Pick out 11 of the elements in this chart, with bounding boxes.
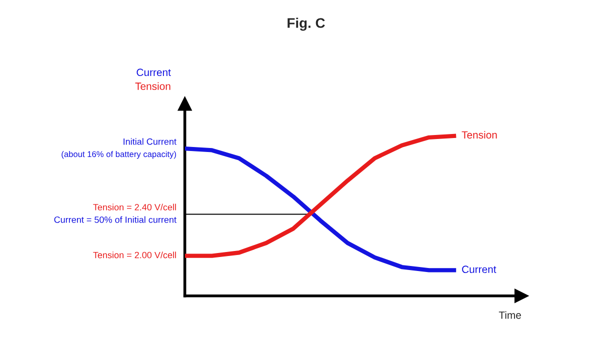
annotation: Initial Current <box>124 138 176 145</box>
annotation: Tension = 2.40 V/cell <box>93 204 176 210</box>
annotation: Tension = 2.00 V/cell <box>93 252 176 258</box>
text: Tension <box>135 82 170 90</box>
series-label: Current <box>462 266 496 274</box>
annotation: (about 16% of battery capacity) <box>62 150 176 159</box>
chart-title: Fig. C <box>288 18 325 31</box>
series-label: Tension <box>462 130 497 139</box>
annotation: Current = 50% of Initial current <box>54 216 176 223</box>
x-axis-title: Time <box>498 311 521 319</box>
text: Current <box>136 68 171 76</box>
